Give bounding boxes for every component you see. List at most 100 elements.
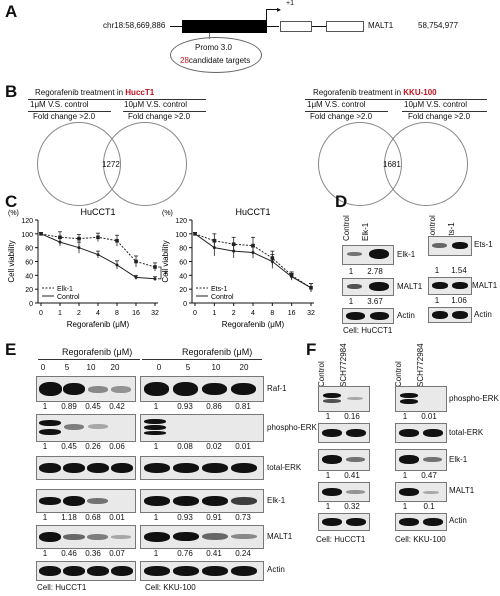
data-point xyxy=(232,249,236,253)
candidate-count: 28 xyxy=(180,56,189,65)
e-l-raf-1: 0.89 xyxy=(61,402,77,411)
e-left-dose-1: 5 xyxy=(64,363,70,372)
x-tick-label: 2 xyxy=(232,310,236,317)
data-point xyxy=(96,253,100,257)
venn-left-fc1: Fold change >2.0 xyxy=(33,112,96,121)
venn-right-overlap: 1681 xyxy=(383,160,401,169)
data-point xyxy=(134,259,138,264)
d-right-blot-ets xyxy=(428,236,472,256)
e-left-dose-2: 10 xyxy=(86,363,96,372)
e-right-blot-perk xyxy=(140,414,264,442)
data-point xyxy=(115,263,119,267)
venn-left-cond1: 1μM V.S. control xyxy=(30,100,89,109)
significance-bracket xyxy=(158,266,162,280)
data-point xyxy=(290,275,294,279)
e-r-elk-1: 0.93 xyxy=(177,513,193,522)
f-cell-left: Cell: HuCCT1 xyxy=(316,535,366,544)
e-row-perk: phospho-ERK xyxy=(267,423,317,432)
data-point xyxy=(77,246,81,250)
legend-label: Elk-1 xyxy=(57,286,73,293)
data-point xyxy=(251,243,255,248)
x-tick-label: 32 xyxy=(307,310,315,317)
f-left-blot-actin xyxy=(318,513,370,531)
e-right-blot-terk xyxy=(140,456,264,480)
tss-label: +1 xyxy=(286,0,294,7)
e-left-blot-malt xyxy=(36,525,136,549)
f-l-perk-1: 0.16 xyxy=(344,412,360,421)
chart-unit: (%) xyxy=(8,210,19,217)
exon-2 xyxy=(326,21,364,32)
data-point xyxy=(134,275,138,279)
f-row-elk: Elk-1 xyxy=(449,455,468,464)
legend-label: Control xyxy=(57,294,80,301)
e-l-elk-3: 0.01 xyxy=(109,513,125,522)
data-point xyxy=(115,238,119,243)
e-r-malt-0: 1 xyxy=(153,549,159,558)
f-row-perk: phospho-ERK xyxy=(449,394,499,403)
x-tick-label: 0 xyxy=(193,310,197,317)
y-tick-label: 120 xyxy=(21,218,33,225)
data-point xyxy=(153,265,157,269)
x-tick-label: 32 xyxy=(151,310,159,317)
e-right-rule xyxy=(142,359,262,360)
y-tick-label: 0 xyxy=(29,301,33,308)
venn-right-rule-a xyxy=(305,111,388,112)
e-l-elk-2: 0.68 xyxy=(85,513,101,522)
gene-line-2 xyxy=(267,26,279,27)
d-right-blot-malt xyxy=(428,277,472,295)
f-right-blot-perk xyxy=(395,386,447,412)
e-l-raf-0: 1 xyxy=(42,402,48,411)
y-axis-label: Cell viability xyxy=(161,240,170,282)
chart-left: HuCCT1 (%) 0 20 40 60 80 100 120 0 1 2 4 8 16 32 Regoraf… xyxy=(7,207,168,329)
data-point xyxy=(39,232,43,236)
e-l-malt-3: 0.07 xyxy=(109,549,125,558)
panel-a-label: A xyxy=(5,2,18,21)
e-left-blot-terk xyxy=(36,456,136,480)
e-r-perk-2: 0.02 xyxy=(206,442,222,451)
e-l-malt-1: 0.46 xyxy=(61,549,77,558)
e-row-actin: Actin xyxy=(267,565,285,574)
y-tick-label: 0 xyxy=(183,301,187,308)
d-right-malt-v1: 1 xyxy=(434,296,440,305)
e-r-raf-2: 0.86 xyxy=(206,402,222,411)
e-l-elk-1: 1.18 xyxy=(61,513,77,522)
y-tick-label: 100 xyxy=(21,232,33,239)
x-axis-label: Regorafenib (μM) xyxy=(67,320,130,329)
e-row-terk: total-ERK xyxy=(267,463,302,472)
d-left-lane-2: Elk-1 xyxy=(361,222,370,241)
f-right-blot-malt xyxy=(395,482,447,502)
e-r-malt-3: 0.24 xyxy=(235,549,251,558)
venn-right-rule xyxy=(305,99,487,100)
e-right-dose-3: 20 xyxy=(239,363,249,372)
e-l-perk-2: 0.26 xyxy=(85,442,101,451)
venn-left-rule-b xyxy=(123,111,206,112)
e-left-blot-raf xyxy=(36,376,136,402)
y-tick-label: 60 xyxy=(25,260,33,267)
f-r-elk-0: 1 xyxy=(402,471,408,480)
venn-right-cond1: 1μM V.S. control xyxy=(307,100,366,109)
f-r-malt-0: 1 xyxy=(402,502,408,511)
tss-arrow xyxy=(266,9,280,10)
e-row-elk: Elk-1 xyxy=(267,496,286,505)
f-right-lane-1: Control xyxy=(394,361,403,387)
chart-unit: (%) xyxy=(162,210,173,217)
venn-right-fc1: Fold change >2.0 xyxy=(310,112,373,121)
chart-title: HuCCT1 xyxy=(235,207,270,217)
legend-label: Ets-1 xyxy=(211,286,227,293)
e-left-dose-0: 0 xyxy=(40,363,46,372)
panel-c-label: C xyxy=(5,192,18,211)
f-left-lane-2: SCH772984 xyxy=(339,343,348,387)
venn-left-overlap: 1272 xyxy=(102,160,120,169)
e-right-blot-actin xyxy=(140,561,264,581)
f-right-blot-actin xyxy=(395,513,447,531)
x-tick-label: 0 xyxy=(39,310,43,317)
data-point xyxy=(270,260,274,263)
d-left-blot-elk xyxy=(342,245,394,265)
chart-right: HuCCT1 (%) 0 20 40 60 80 100 120 0 1 2 4 8 16 32 Regoraf… xyxy=(161,207,315,329)
f-l-elk-1: 0.41 xyxy=(344,471,360,480)
e-row-raf: Raf-1 xyxy=(267,384,287,393)
d-left-malt-v2: 3.67 xyxy=(367,297,383,306)
e-right-blot-elk xyxy=(140,489,264,513)
f-l-malt-0: 1 xyxy=(325,502,331,511)
d-right-row-actin: Actin xyxy=(474,310,492,319)
